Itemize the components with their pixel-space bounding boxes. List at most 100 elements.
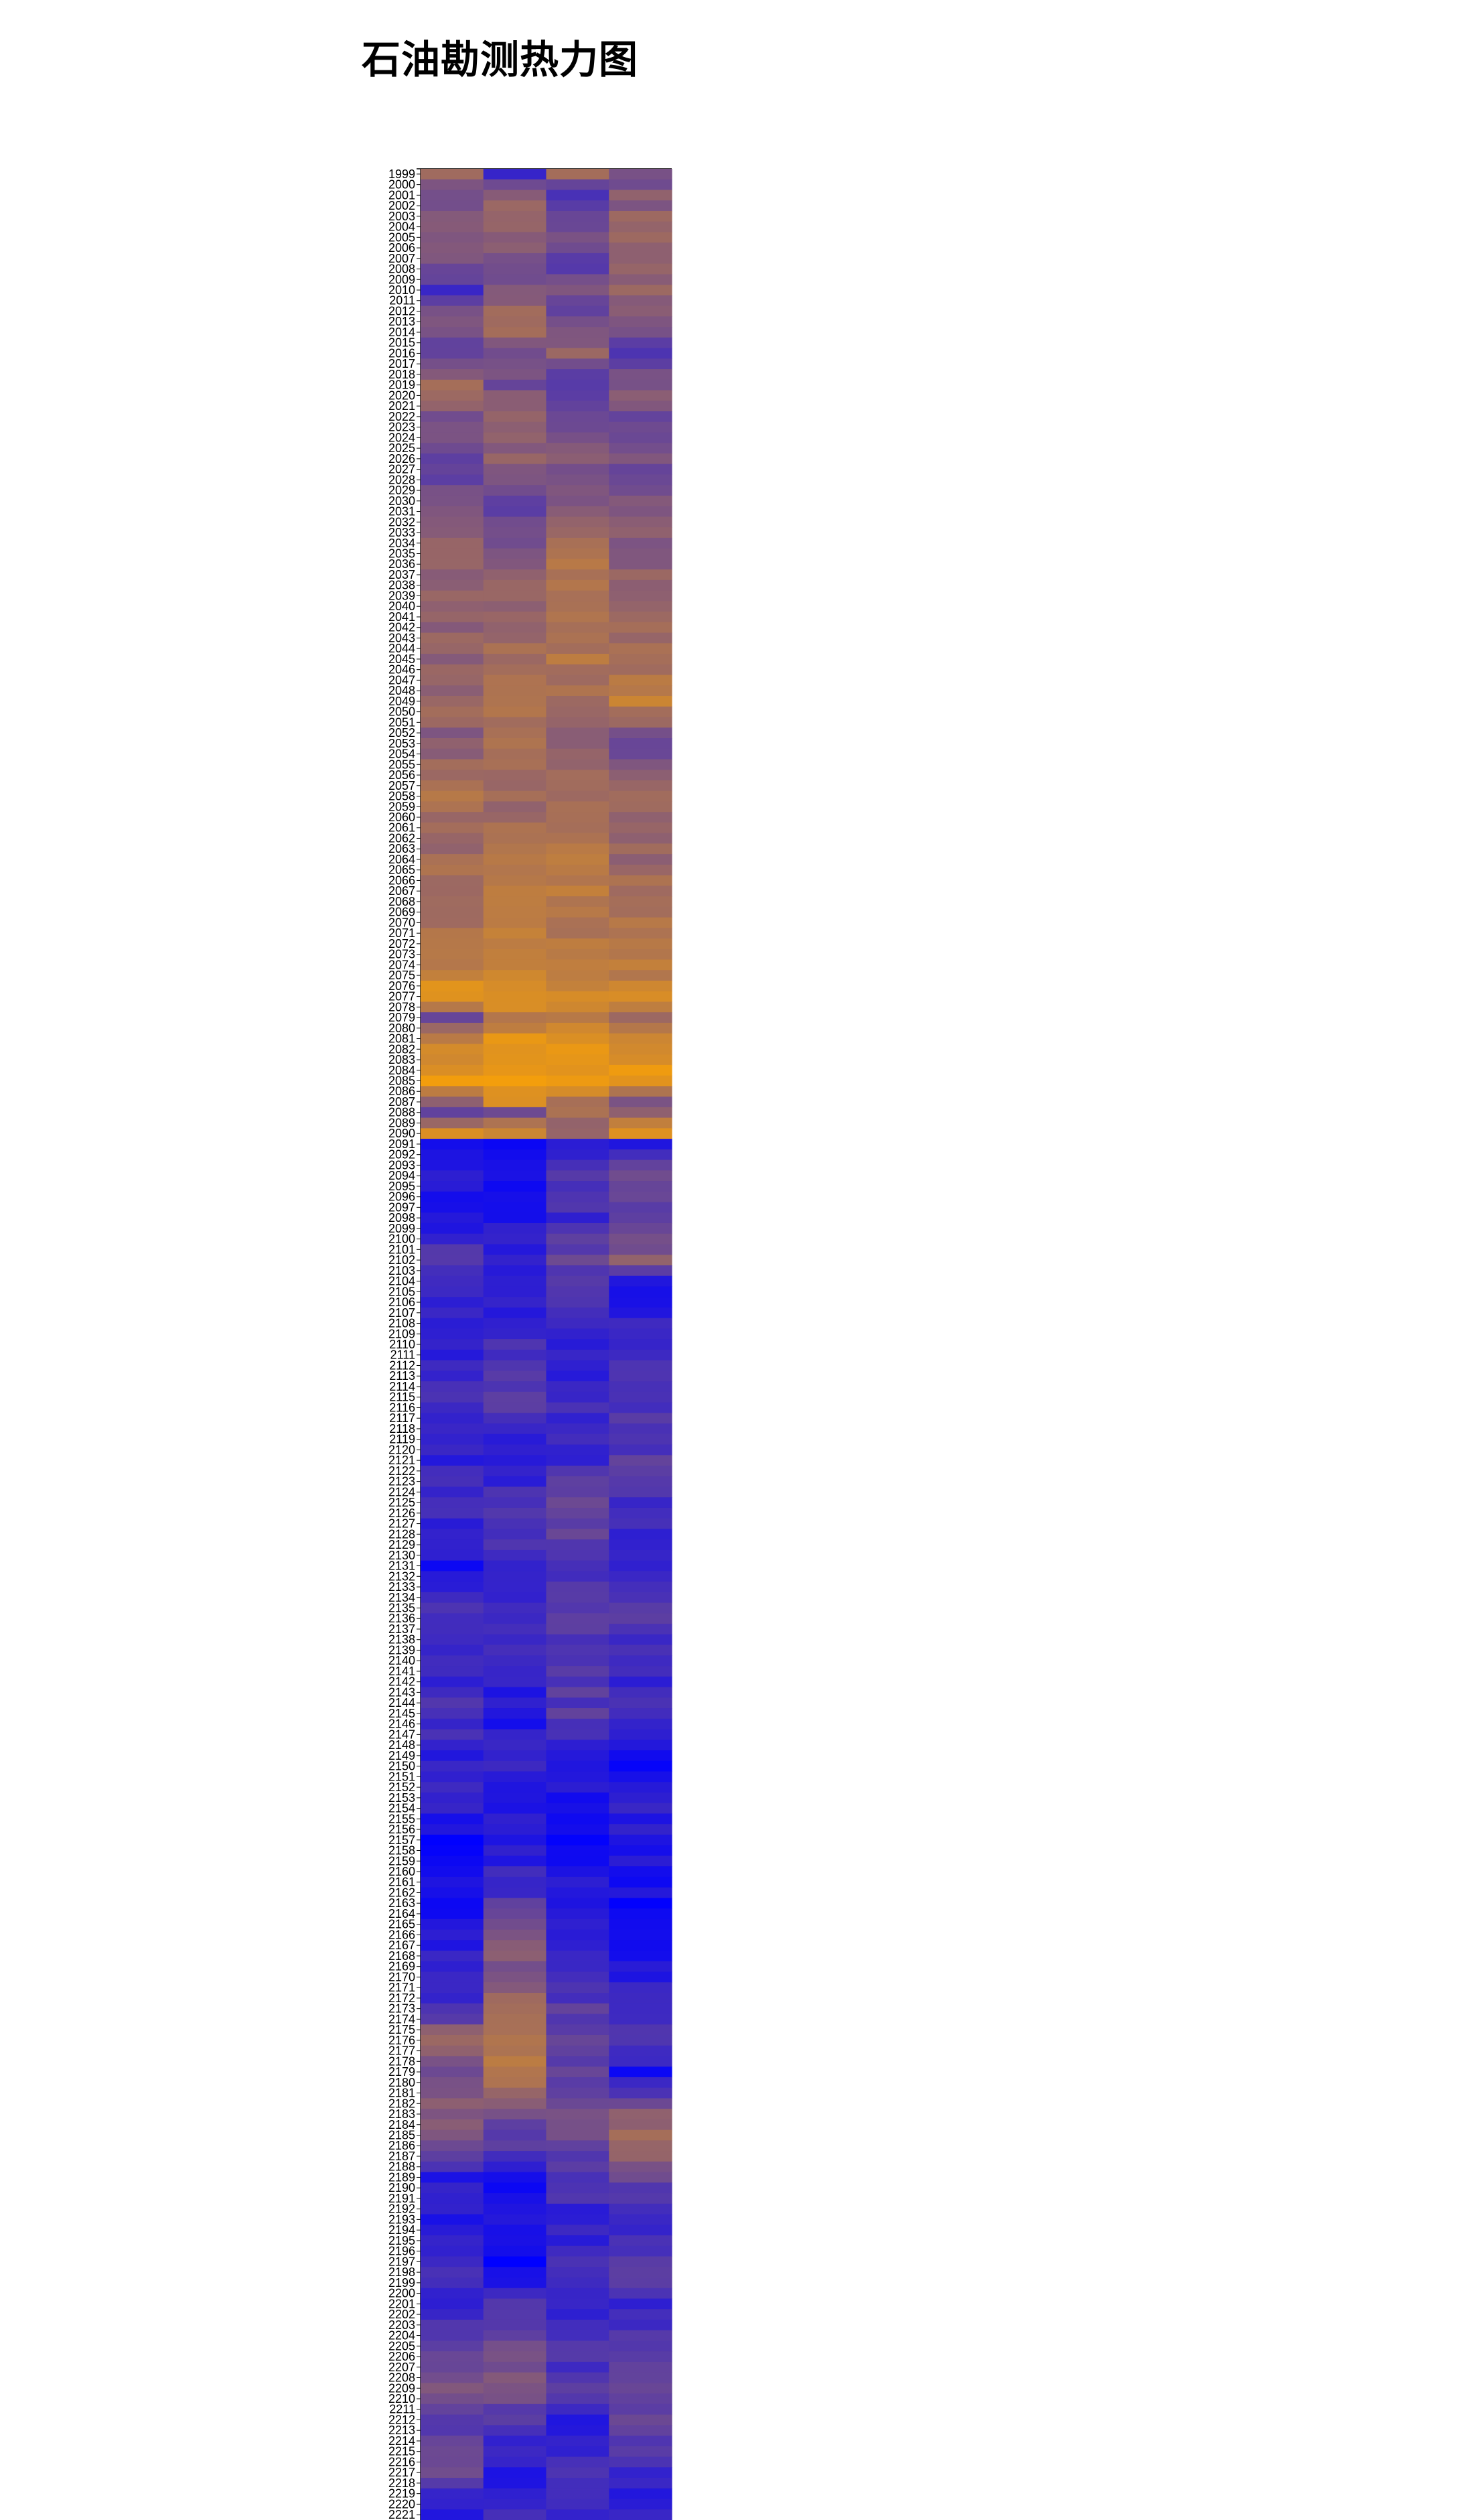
heatmap-cell [546, 2182, 609, 2194]
heatmap-cell [546, 1381, 609, 1393]
heatmap-cell [609, 738, 672, 750]
heatmap-cell [421, 643, 484, 654]
heatmap-cell [483, 790, 547, 802]
y-tick-label: 2185 [388, 2128, 415, 2142]
heatmap-cell [609, 1107, 672, 1119]
y-tick-label: 2000 [388, 178, 415, 192]
heatmap-cell [546, 369, 609, 380]
heatmap-cell [421, 2509, 484, 2520]
heatmap-cell [483, 706, 547, 718]
y-tick-label: 2175 [388, 2023, 415, 2036]
heatmap-cell [483, 2140, 547, 2152]
heatmap-cell [421, 685, 484, 697]
heatmap-cell [483, 2425, 547, 2436]
y-tick-label: 2064 [388, 853, 415, 866]
heatmap-cell [483, 2225, 547, 2236]
heatmap-cell [421, 253, 484, 265]
heatmap-cell [483, 812, 547, 823]
heatmap-cell [609, 253, 672, 265]
heatmap-cell [483, 210, 547, 222]
heatmap-cell [421, 906, 484, 918]
heatmap-cell [609, 305, 672, 317]
y-tick-label: 2067 [388, 884, 415, 898]
y-tick-label: 2180 [388, 2076, 415, 2089]
heatmap-cell [609, 2446, 672, 2458]
heatmap-cell [483, 1507, 547, 1519]
heatmap-cell [483, 612, 547, 623]
heatmap-cell [609, 2467, 672, 2478]
heatmap-cell [609, 1834, 672, 1846]
y-tick-label: 2072 [388, 937, 415, 951]
heatmap-cell [483, 1012, 547, 1024]
heatmap-cell [483, 1729, 547, 1740]
y-tick-label: 2119 [389, 1433, 415, 1446]
y-tick-label: 2132 [388, 1569, 415, 1583]
heatmap-cell [609, 2456, 672, 2468]
heatmap-cell [609, 654, 672, 665]
heatmap-cell [609, 1708, 672, 1720]
heatmap-cell [546, 305, 609, 317]
y-tick-label: 2062 [388, 831, 415, 845]
heatmap-cell [421, 833, 484, 844]
heatmap-cell [546, 2087, 609, 2099]
y-tick-label: 2005 [388, 230, 415, 244]
y-tick-label: 2094 [388, 1169, 415, 1182]
heatmap-cell [546, 411, 609, 423]
y-tick-label: 2127 [388, 1517, 415, 1531]
heatmap-cell [546, 2319, 609, 2331]
heatmap-cell [546, 379, 609, 391]
heatmap-cell [546, 717, 609, 728]
heatmap-cell [421, 843, 484, 855]
y-tick-label: 2152 [388, 1780, 415, 1794]
heatmap-cell [483, 1339, 547, 1350]
heatmap-cell [609, 411, 672, 423]
heatmap-cell [609, 1476, 672, 1488]
heatmap-cell [609, 1866, 672, 1878]
y-tick-label: 2002 [388, 199, 415, 212]
heatmap-cell [421, 2024, 484, 2036]
heatmap-cell [609, 1824, 672, 1835]
heatmap-cell [609, 1455, 672, 1466]
heatmap-cell [609, 232, 672, 243]
heatmap-cell [483, 253, 547, 265]
heatmap-cell [483, 643, 547, 654]
heatmap-cell [609, 1634, 672, 1646]
heatmap-cell [421, 1613, 484, 1624]
heatmap-cell [609, 833, 672, 844]
y-tick-label: 2131 [388, 1559, 415, 1573]
y-tick-label: 2125 [388, 1496, 415, 1509]
heatmap-cell [483, 2129, 547, 2141]
y-tick-label: 2164 [388, 1907, 415, 1920]
heatmap-cell [609, 2414, 672, 2426]
heatmap-cell [483, 1286, 547, 1298]
heatmap-cell [483, 2372, 547, 2383]
heatmap-cell [483, 2340, 547, 2352]
heatmap-cell [483, 664, 547, 676]
heatmap-cell [546, 1371, 609, 1382]
heatmap-cell [421, 717, 484, 728]
heatmap-cell [483, 1423, 547, 1435]
y-tick-label: 2030 [388, 494, 415, 508]
heatmap-cell [546, 664, 609, 676]
heatmap-cell [483, 1349, 547, 1361]
heatmap-cell [421, 2077, 484, 2089]
heatmap-cell [483, 2034, 547, 2046]
heatmap-cell [609, 949, 672, 961]
heatmap-cell [421, 1455, 484, 1466]
y-tick-label: 2157 [388, 1833, 415, 1847]
y-tick-label: 2181 [388, 2087, 415, 2100]
heatmap-cell [609, 443, 672, 454]
y-tick-label: 2188 [388, 2160, 415, 2174]
heatmap-cell [483, 1202, 547, 1213]
heatmap-cell [546, 2151, 609, 2162]
heatmap-cell [609, 506, 672, 518]
heatmap-cell [421, 2351, 484, 2363]
heatmap-cell [546, 1613, 609, 1624]
y-tick-label: 2051 [388, 715, 415, 729]
heatmap-cell [483, 1318, 547, 1329]
y-tick-label: 2044 [388, 642, 415, 655]
heatmap-cell [483, 474, 547, 486]
heatmap-cell [609, 2277, 672, 2289]
heatmap-cell [609, 464, 672, 476]
heatmap-cell [609, 1507, 672, 1519]
